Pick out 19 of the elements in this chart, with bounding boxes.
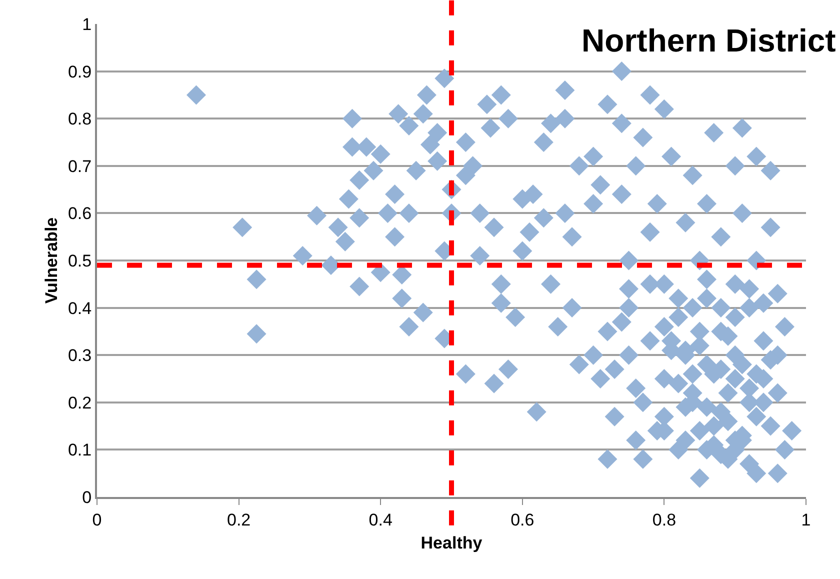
chart-title: Northern District [582, 22, 836, 59]
x-tick-label: 0.2 [226, 510, 251, 530]
y-tick-label: 0.8 [68, 110, 92, 129]
y-tick-label: 0 [82, 488, 92, 507]
x-axis-title: Healthy [420, 533, 483, 552]
y-axis-title: Vulnerable [42, 217, 62, 304]
x-tick-label: 0.8 [652, 510, 676, 530]
y-tick-label: 0.9 [68, 62, 92, 82]
y-tick-label: 1 [82, 14, 92, 34]
y-tick-label: 0.5 [68, 251, 92, 270]
y-tick-label: 0.7 [68, 156, 92, 176]
x-tick-label: 0.4 [368, 510, 392, 530]
y-tick-label: 0.1 [68, 440, 92, 460]
y-tick-label: 0.4 [68, 298, 92, 318]
y-tick-label: 0.3 [68, 346, 92, 366]
x-tick-label: 1 [801, 510, 811, 530]
x-tick-label: 0.6 [510, 510, 534, 530]
y-tick-label: 0.2 [68, 393, 92, 412]
y-tick-label: 0.6 [68, 204, 92, 224]
